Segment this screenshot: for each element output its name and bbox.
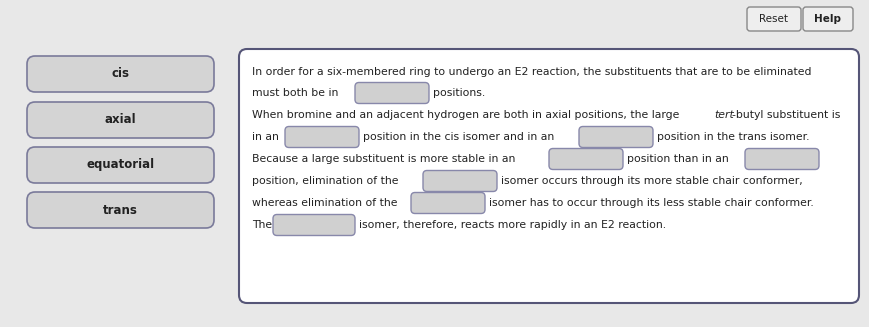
FancyBboxPatch shape xyxy=(285,127,359,147)
Text: must both be in: must both be in xyxy=(252,88,338,98)
Text: isomer, therefore, reacts more rapidly in an E2 reaction.: isomer, therefore, reacts more rapidly i… xyxy=(359,220,666,230)
FancyBboxPatch shape xyxy=(802,7,852,31)
FancyBboxPatch shape xyxy=(27,147,214,183)
Text: position than in an: position than in an xyxy=(627,154,728,164)
FancyBboxPatch shape xyxy=(27,56,214,92)
FancyBboxPatch shape xyxy=(355,82,428,104)
Text: tert: tert xyxy=(713,110,733,120)
FancyBboxPatch shape xyxy=(744,148,818,169)
Text: When bromine and an adjacent hydrogen are both in axial positions, the large: When bromine and an adjacent hydrogen ar… xyxy=(252,110,682,120)
Text: isomer has to occur through its less stable chair conformer.: isomer has to occur through its less sta… xyxy=(488,198,813,208)
Text: Help: Help xyxy=(813,14,840,24)
Text: isomer occurs through its more stable chair conformer,: isomer occurs through its more stable ch… xyxy=(501,176,802,186)
FancyBboxPatch shape xyxy=(239,49,858,303)
FancyBboxPatch shape xyxy=(27,102,214,138)
Text: Reset: Reset xyxy=(759,14,787,24)
Text: axial: axial xyxy=(104,113,136,127)
Text: In order for a six-membered ring to undergo an E2 reaction, the substituents tha: In order for a six-membered ring to unde… xyxy=(252,67,811,77)
Text: position in the trans isomer.: position in the trans isomer. xyxy=(656,132,808,142)
Text: equatorial: equatorial xyxy=(86,159,155,171)
FancyBboxPatch shape xyxy=(410,193,484,214)
FancyBboxPatch shape xyxy=(579,127,653,147)
Text: -butyl substituent is: -butyl substituent is xyxy=(731,110,839,120)
Text: in an: in an xyxy=(252,132,279,142)
Text: cis: cis xyxy=(111,67,129,80)
Text: position, elimination of the: position, elimination of the xyxy=(252,176,398,186)
Text: trans: trans xyxy=(103,203,138,216)
Text: The: The xyxy=(252,220,272,230)
Text: whereas elimination of the: whereas elimination of the xyxy=(252,198,397,208)
Text: positions.: positions. xyxy=(433,88,485,98)
FancyBboxPatch shape xyxy=(27,192,214,228)
Text: Because a large substituent is more stable in an: Because a large substituent is more stab… xyxy=(252,154,514,164)
FancyBboxPatch shape xyxy=(746,7,800,31)
FancyBboxPatch shape xyxy=(273,215,355,235)
FancyBboxPatch shape xyxy=(548,148,622,169)
Text: position in the cis isomer and in an: position in the cis isomer and in an xyxy=(362,132,554,142)
FancyBboxPatch shape xyxy=(422,170,496,192)
